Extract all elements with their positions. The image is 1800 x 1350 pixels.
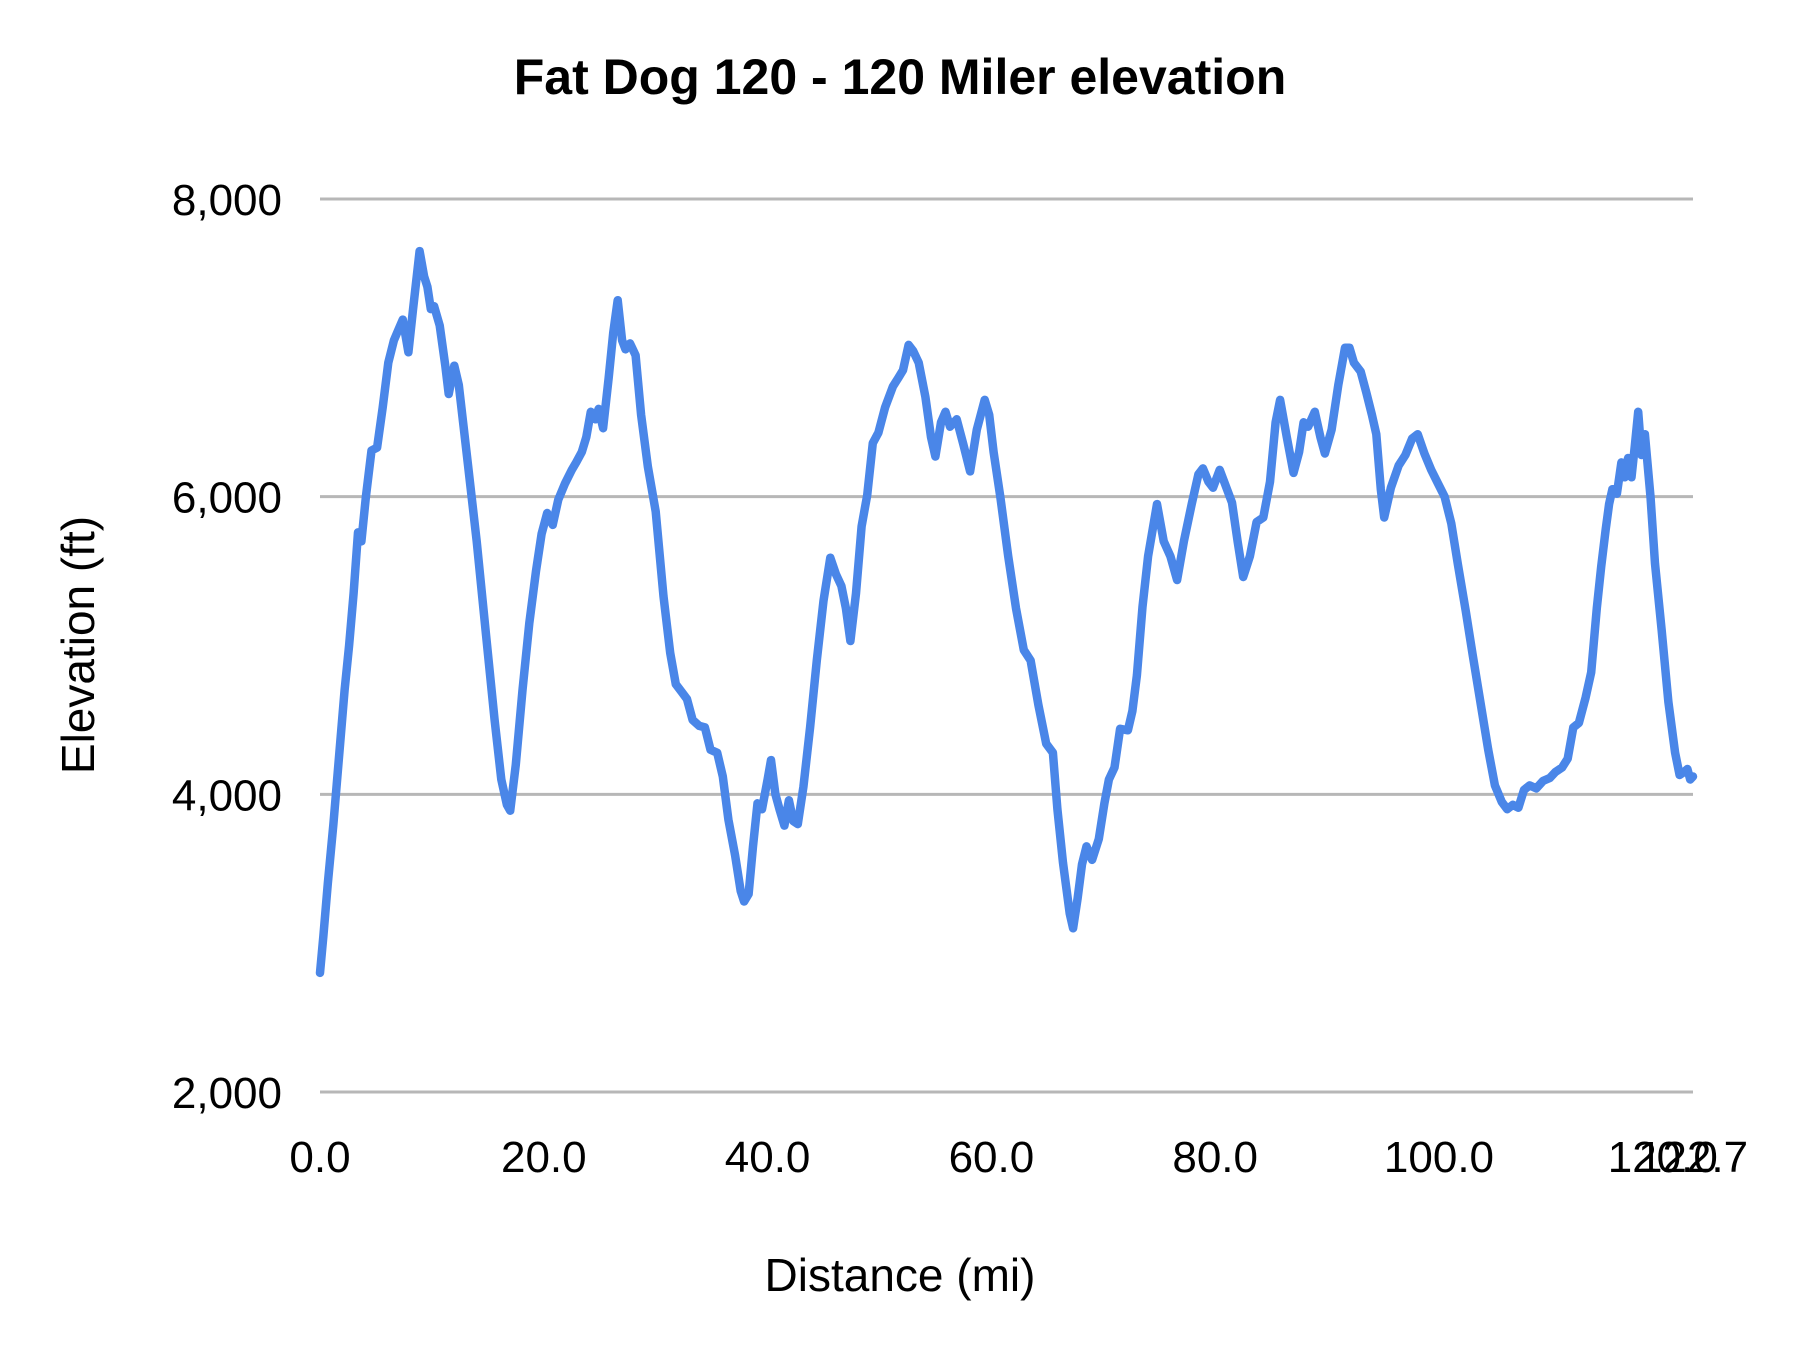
x-tick-label: 120.0 [1608,1133,1718,1182]
y-tick-label: 6,000 [172,474,282,523]
x-tick-label: 40.0 [725,1133,811,1182]
x-tick-label: 122.7 [1638,1133,1748,1182]
x-tick-label: 20.0 [501,1133,587,1182]
y-tick-label: 4,000 [172,771,282,820]
x-tick-label: 0.0 [289,1133,350,1182]
x-tick-label: 80.0 [1172,1133,1258,1182]
elevation-line [315,246,1698,978]
x-tick-label: 60.0 [949,1133,1035,1182]
x-axis-title: Distance (mi) [764,1249,1036,1301]
chart-title: Fat Dog 120 - 120 Miler elevation [513,49,1287,105]
y-tick-label: 8,000 [172,176,282,225]
x-tick-label: 100.0 [1384,1133,1494,1182]
y-tick-label: 2,000 [172,1069,282,1118]
